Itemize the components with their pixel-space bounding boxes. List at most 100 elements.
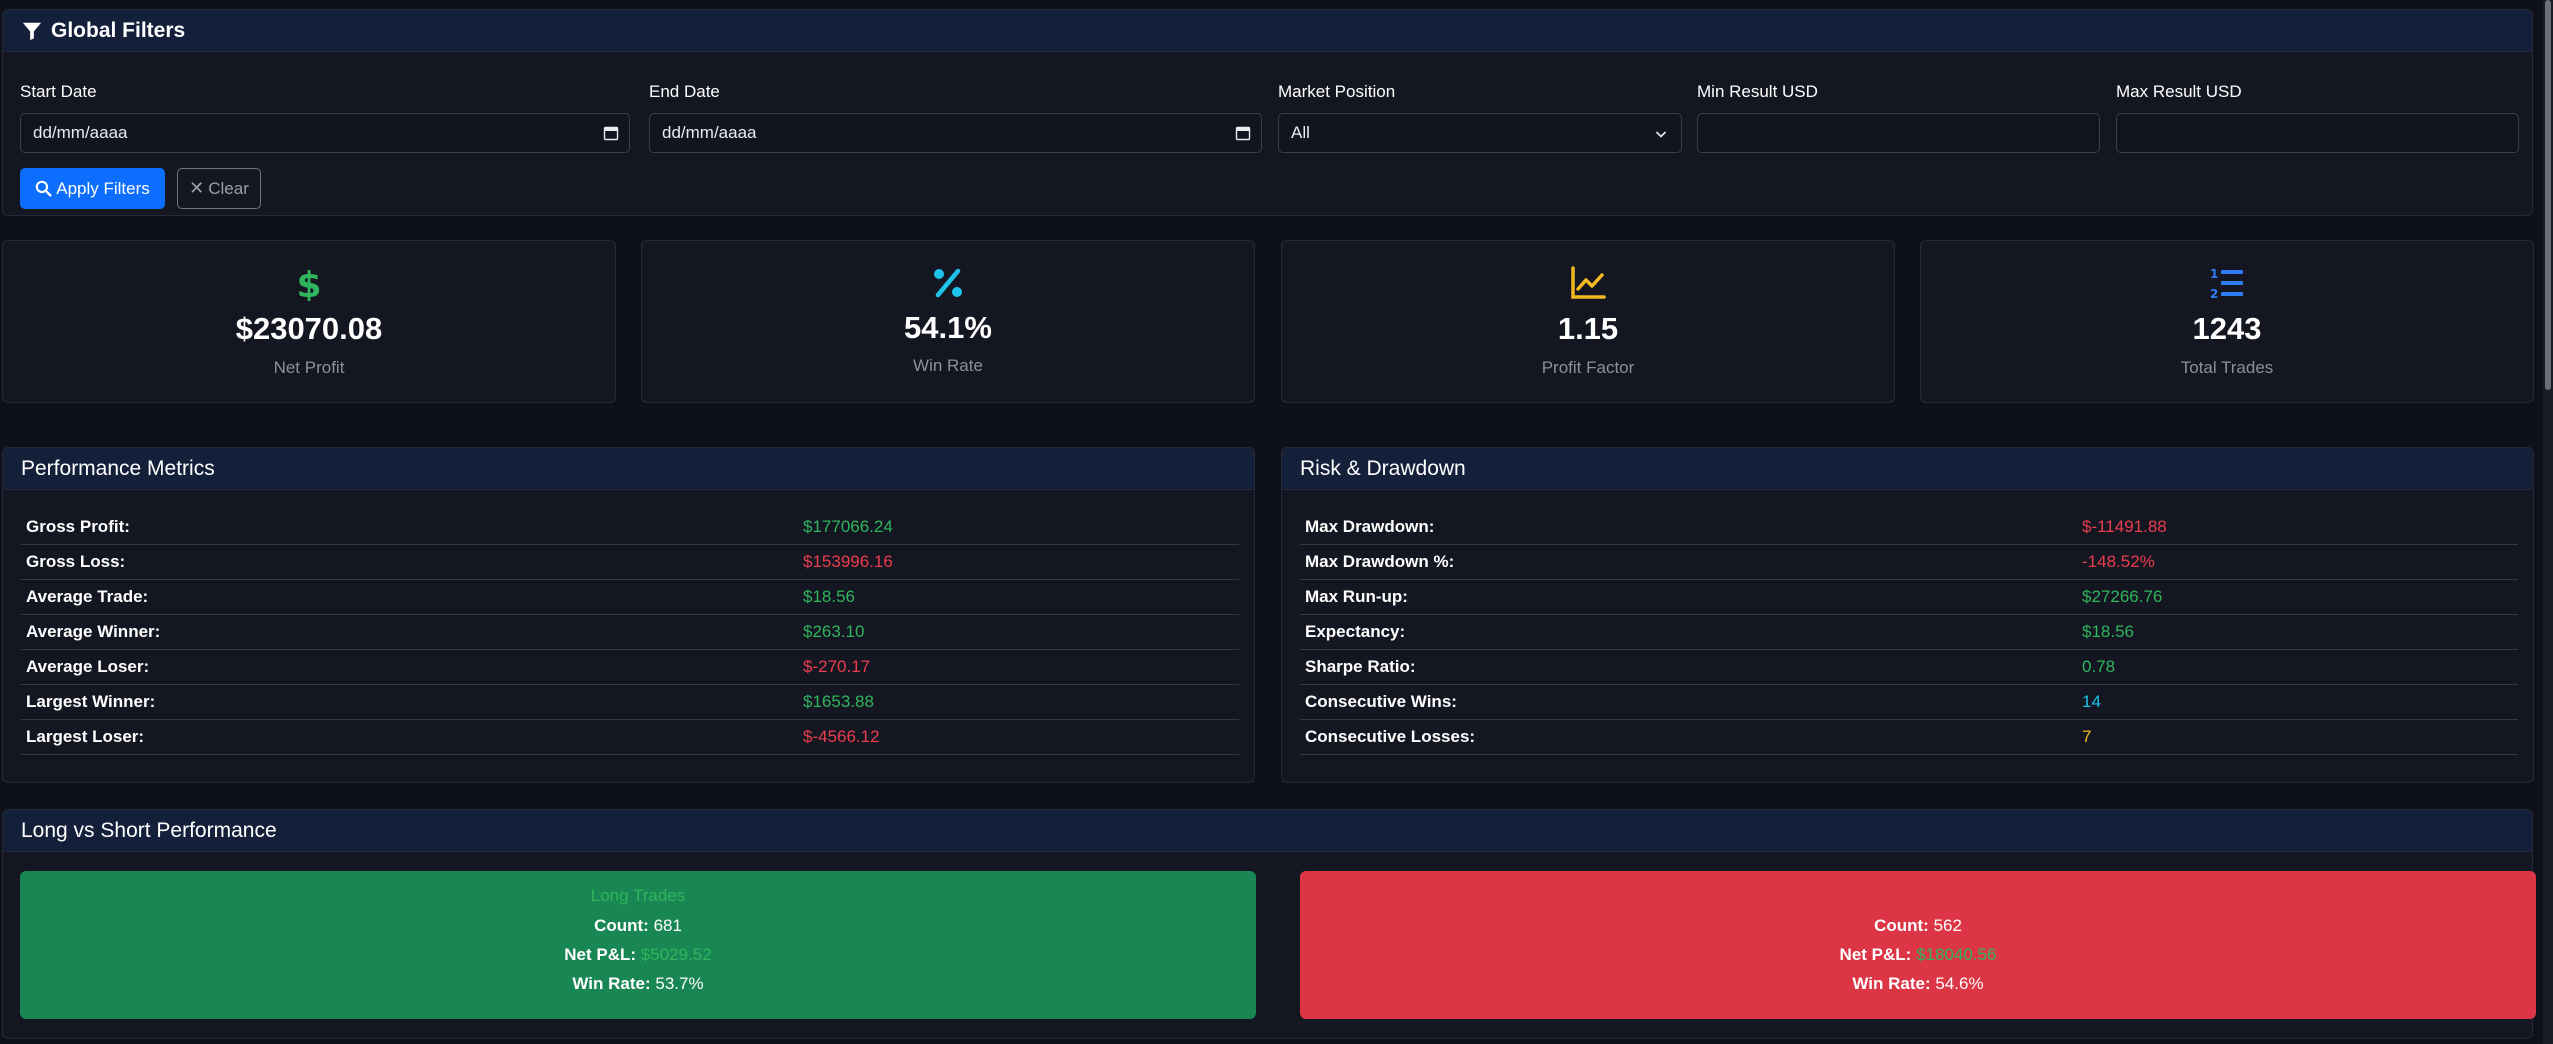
search-icon <box>35 180 52 197</box>
end-date-input[interactable]: dd/mm/aaaa <box>649 113 1262 153</box>
table-row: Sharpe Ratio: 0.78 <box>1300 650 2518 685</box>
table-row: Average Winner: $263.10 <box>21 615 1239 650</box>
count-value: 562 <box>1933 916 1962 935</box>
market-position-value: All <box>1291 123 1310 142</box>
min-result-input[interactable] <box>1697 113 2100 153</box>
market-position-select[interactable]: All <box>1278 113 1682 153</box>
filter-icon <box>22 22 42 40</box>
metric-value: $-11491.88 <box>2082 517 2167 536</box>
stat-label: Win Rate <box>913 356 983 375</box>
table-row: Max Drawdown %: -148.52% <box>1300 545 2518 580</box>
table-row: Consecutive Losses: 7 <box>1300 720 2518 755</box>
performance-metrics-title: Performance Metrics <box>21 456 215 480</box>
long-short-panel: Long vs Short Performance Long Trades Co… <box>2 809 2536 1039</box>
stat-value: $23070.08 <box>235 311 383 346</box>
clear-filters-label: Clear <box>208 178 249 198</box>
table-row: Average Trade: $18.56 <box>21 580 1239 615</box>
dollar-icon: $ <box>296 265 321 301</box>
table-row: Gross Loss: $153996.16 <box>21 545 1239 580</box>
start-date-placeholder: dd/mm/aaaa <box>33 123 128 142</box>
metric-value: 7 <box>2082 727 2092 746</box>
long-pnl-line: Net P&L: $5029.52 <box>20 945 1256 965</box>
pnl-value: $18040.56 <box>1916 945 1997 964</box>
scrollbar-thumb[interactable] <box>2545 0 2551 390</box>
short-winrate-line: Win Rate: 54.6% <box>1300 974 2536 994</box>
metric-value: $18.56 <box>2082 622 2134 641</box>
metric-label: Gross Profit: <box>26 517 130 536</box>
long-count-line: Count: 681 <box>20 916 1256 936</box>
metric-label: Max Drawdown: <box>1305 517 1435 536</box>
short-pnl-line: Net P&L: $18040.56 <box>1300 945 2536 965</box>
table-row: Max Drawdown: $-11491.88 <box>1300 510 2518 545</box>
table-row: Largest Winner: $1653.88 <box>21 685 1239 720</box>
metric-label: Expectancy: <box>1305 622 1406 641</box>
metric-label: Largest Winner: <box>26 692 156 711</box>
performance-metrics-panel: Performance Metrics Gross Profit: $177066… <box>2 447 1255 783</box>
metric-value: 14 <box>2082 692 2101 711</box>
close-icon: ✕ <box>189 178 205 198</box>
long-winrate-line: Win Rate: 53.7% <box>20 974 1256 994</box>
max-result-label: Max Result USD <box>2116 82 2242 101</box>
start-date-input[interactable]: dd/mm/aaaa <box>20 113 630 153</box>
metric-value: $27266.76 <box>2082 587 2163 606</box>
risk-drawdown-table: Max Drawdown: $-11491.88 Max Drawdown %: -… <box>1300 510 2518 755</box>
pnl-label: Net P&L: <box>564 945 637 964</box>
metric-label: Average Trade: <box>26 587 149 606</box>
metric-label: Consecutive Losses: <box>1305 727 1476 746</box>
scrollbar-track[interactable] <box>2543 0 2553 1044</box>
metric-value: 0.78 <box>2082 657 2116 676</box>
min-result-label: Min Result USD <box>1697 82 1818 101</box>
stat-label: Profit Factor <box>1541 358 1635 377</box>
calendar-icon[interactable] <box>603 125 619 141</box>
metric-value: $1653.88 <box>803 692 874 711</box>
svg-text:$: $ <box>296 265 321 301</box>
metric-label: Max Drawdown %: <box>1305 552 1455 571</box>
count-label: Count: <box>1874 916 1929 935</box>
global-filters-header: Global Filters <box>3 10 2532 52</box>
metric-label: Average Winner: <box>26 622 161 641</box>
performance-metrics-header: Performance Metrics <box>3 448 1254 490</box>
stat-card-total-trades: 1 2 1243 Total Trades <box>1920 240 2534 403</box>
max-result-input[interactable] <box>2116 113 2519 153</box>
table-row: Max Run-up: $27266.76 <box>1300 580 2518 615</box>
global-filters-title: Global Filters <box>51 18 186 42</box>
clear-filters-button[interactable]: ✕ Clear <box>177 168 261 209</box>
list-ol-icon: 1 2 <box>2210 267 2243 301</box>
metric-value: $153996.16 <box>803 552 893 571</box>
risk-drawdown-panel: Risk & Drawdown Max Drawdown: $-11491.88 … <box>1281 447 2534 783</box>
pnl-value: $5029.52 <box>640 945 712 964</box>
stat-card-net-profit: $ $23070.08 Net Profit <box>2 240 616 403</box>
metric-value: $-270.17 <box>803 657 871 676</box>
metric-value: $-4566.12 <box>803 727 880 746</box>
svg-text:1: 1 <box>2210 267 2218 281</box>
end-date-placeholder: dd/mm/aaaa <box>662 123 757 142</box>
winrate-label: Win Rate: <box>572 974 651 993</box>
stat-value: 1243 <box>2192 311 2262 346</box>
long-trades-title: Long Trades <box>590 886 686 905</box>
short-count-line: Count: 562 <box>1300 916 2536 936</box>
stat-card-profit-factor: 1.15 Profit Factor <box>1281 240 1895 403</box>
metric-label: Gross Loss: <box>26 552 126 571</box>
chevron-down-icon <box>1655 131 1667 138</box>
long-short-title: Long vs Short Performance <box>21 818 277 842</box>
pnl-label: Net P&L: <box>1839 945 1912 964</box>
table-row: Consecutive Wins: 14 <box>1300 685 2518 720</box>
winrate-label: Win Rate: <box>1852 974 1931 993</box>
stat-card-win-rate: 54.1% Win Rate <box>641 240 1255 403</box>
performance-metrics-table: Gross Profit: $177066.24 Gross Loss: $1539… <box>21 510 1239 755</box>
apply-filters-button[interactable]: Apply Filters <box>20 168 165 209</box>
metric-label: Consecutive Wins: <box>1305 692 1457 711</box>
metric-value: $263.10 <box>803 622 865 641</box>
calendar-icon[interactable] <box>1235 125 1251 141</box>
stat-label: Net Profit <box>273 358 345 377</box>
metric-label: Max Run-up: <box>1305 587 1408 606</box>
winrate-value: 53.7% <box>655 974 704 993</box>
metric-value: $177066.24 <box>803 517 893 536</box>
market-position-label: Market Position <box>1278 82 1396 101</box>
metric-value: -148.52% <box>2082 552 2155 571</box>
long-short-header: Long vs Short Performance <box>3 810 2532 852</box>
metric-label: Average Loser: <box>26 657 150 676</box>
risk-drawdown-title: Risk & Drawdown <box>1300 456 1466 480</box>
short-trades-card: Count: 562 Net P&L: $18040.56 Win Rate: … <box>1300 871 2536 1019</box>
